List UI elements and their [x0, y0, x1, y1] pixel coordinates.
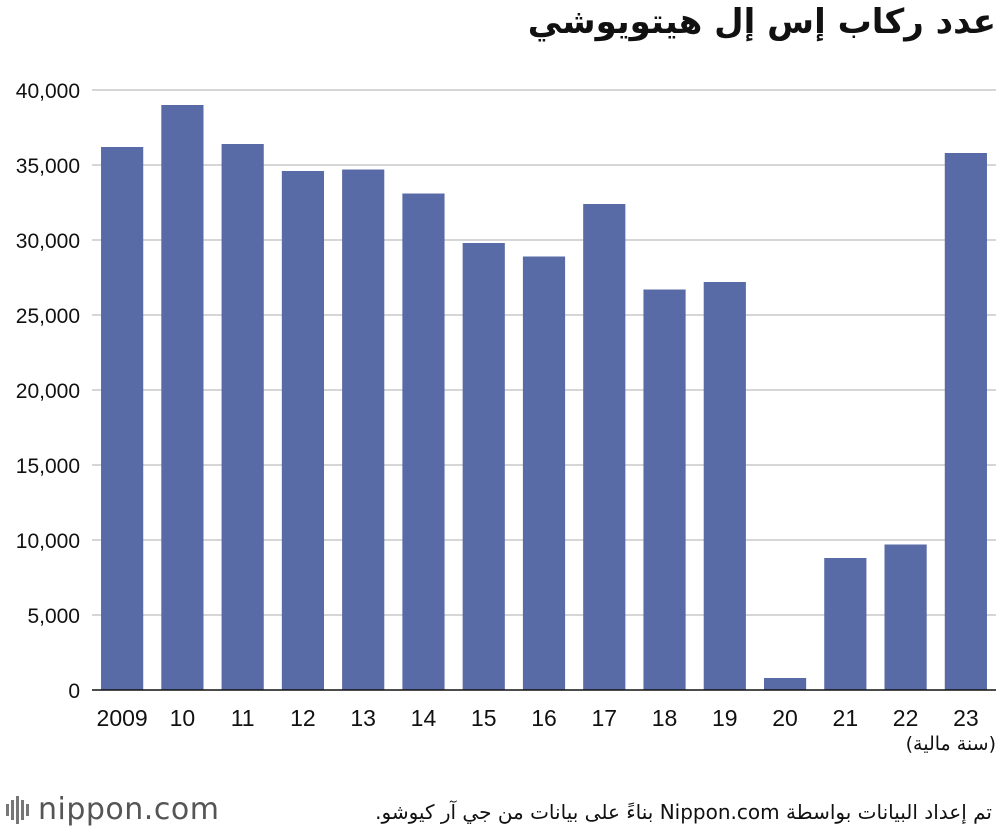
x-tick-label: 21: [833, 705, 859, 731]
y-tick-label: 15,000: [16, 455, 80, 478]
y-tick-label: 0: [68, 680, 80, 703]
x-tick-label: 22: [893, 705, 919, 731]
x-tick-label: 18: [652, 705, 678, 731]
bar-18: [643, 289, 686, 690]
y-tick-label: 20,000: [16, 380, 80, 403]
bar-17: [583, 204, 626, 690]
bar-2009: [101, 147, 144, 690]
chart-title: عدد ركاب إس إل هيتويوشي: [527, 2, 996, 42]
y-tick-label: 40,000: [16, 80, 80, 103]
bars: [101, 105, 987, 690]
x-tick-label: 13: [350, 705, 376, 731]
x-tick-label: 23: [953, 705, 979, 731]
bar-10: [161, 105, 204, 690]
bar-11: [221, 144, 264, 690]
x-tick-label: 15: [471, 705, 497, 731]
x-tick-label: 17: [591, 705, 617, 731]
x-tick-label: 16: [531, 705, 557, 731]
source-note: تم إعداد البيانات بواسطة Nippon.com بناء…: [375, 800, 992, 824]
bar-22: [884, 544, 927, 690]
bar-23: [944, 153, 987, 690]
x-axis-unit-label: (سنة مالية): [905, 733, 996, 755]
y-tick-label: 5,000: [27, 605, 80, 628]
bar-12: [281, 171, 325, 690]
y-tick-label: 25,000: [16, 305, 80, 328]
x-tick-label: 10: [170, 705, 196, 731]
x-tick-label: 19: [712, 705, 738, 731]
y-tick-label: 35,000: [16, 155, 80, 178]
bar-21: [824, 558, 867, 690]
y-tick-label: 30,000: [16, 230, 80, 253]
y-tick-label: 10,000: [16, 530, 80, 553]
x-axis-ticks: 2009 10 11 12 13 14 15 16 17 18 19 20 21 22 23: [97, 705, 979, 731]
x-tick-label: 2009: [97, 705, 148, 731]
y-axis-ticks: 0 5,000 10,000 15,000 20,000 25,000 30,000 35,0…: [16, 80, 80, 703]
bar-20: [763, 678, 807, 690]
bar-14: [402, 193, 445, 690]
logo-wordmark: nippon.com: [38, 792, 220, 827]
bar-13: [342, 169, 385, 690]
logo-mark-icon: [6, 795, 29, 824]
bar-15: [462, 243, 505, 690]
x-tick-label: 11: [231, 705, 255, 731]
nippon-logo: nippon.com: [6, 792, 219, 827]
x-tick-label: 20: [772, 705, 798, 731]
bar-19: [703, 282, 746, 690]
bar-16: [522, 256, 566, 690]
x-tick-label: 12: [290, 705, 316, 731]
x-tick-label: 14: [411, 705, 437, 731]
